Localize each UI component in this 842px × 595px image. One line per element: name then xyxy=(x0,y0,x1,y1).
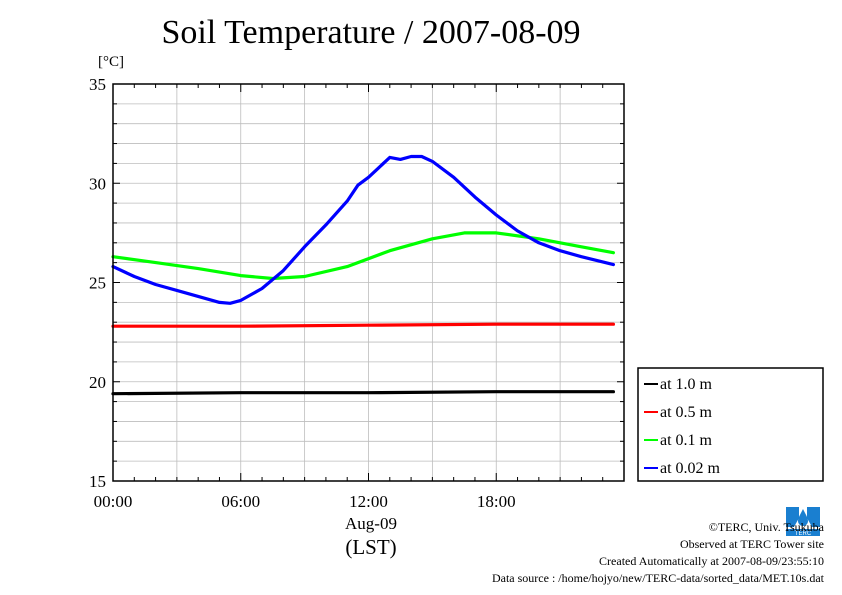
y-tick-label: 30 xyxy=(89,174,106,193)
series-line xyxy=(111,231,616,281)
terc-logo: TERC xyxy=(782,503,824,537)
y-axis-unit: [°C] xyxy=(98,54,124,70)
legend-box xyxy=(637,367,824,482)
x-axis-label: (LST) xyxy=(345,535,397,559)
legend: at 1.0 m at 0.5 m at 0.1 m at 0.02 m xyxy=(637,367,824,482)
legend-label: at 0.5 m xyxy=(660,404,713,421)
series-line xyxy=(111,322,616,328)
x-tick-label: 06:00 xyxy=(221,492,260,511)
x-tick-label: 00:00 xyxy=(94,492,133,511)
x-axis-ticks: 00:00 06:00 12:00 18:00 xyxy=(94,84,625,511)
y-axis-ticks: 35 30 25 20 15 xyxy=(89,75,624,491)
chart-title: Soil Temperature / 2007-08-09 xyxy=(161,14,581,51)
y-tick-label: 20 xyxy=(89,373,106,392)
x-tick-label: 18:00 xyxy=(477,492,516,511)
copyright-text: ©TERC, Univ. Tsukuba xyxy=(708,520,824,534)
series-layer xyxy=(111,154,616,396)
grid-lines xyxy=(113,84,624,481)
site-text: Observed at TERC Tower site xyxy=(679,537,824,551)
credits-block: ©TERC, Univ. Tsukuba Observed at TERC To… xyxy=(492,519,824,587)
legend-label: at 1.0 m xyxy=(660,376,713,393)
y-tick-label: 15 xyxy=(89,472,106,491)
series-line xyxy=(111,154,616,305)
x-axis-date-label: Aug-09 xyxy=(345,514,397,533)
legend-label: at 0.02 m xyxy=(660,460,721,477)
logo-text: TERC xyxy=(795,531,812,537)
created-text: Created Automatically at 2007-08-09/23:5… xyxy=(599,554,824,568)
source-text: Data source : /home/hojyo/new/TERC-data/… xyxy=(491,571,824,585)
series-line xyxy=(111,390,616,396)
legend-label: at 0.1 m xyxy=(660,432,713,449)
y-tick-label: 25 xyxy=(89,274,106,293)
y-tick-label: 35 xyxy=(89,75,106,94)
x-tick-label: 12:00 xyxy=(349,492,388,511)
